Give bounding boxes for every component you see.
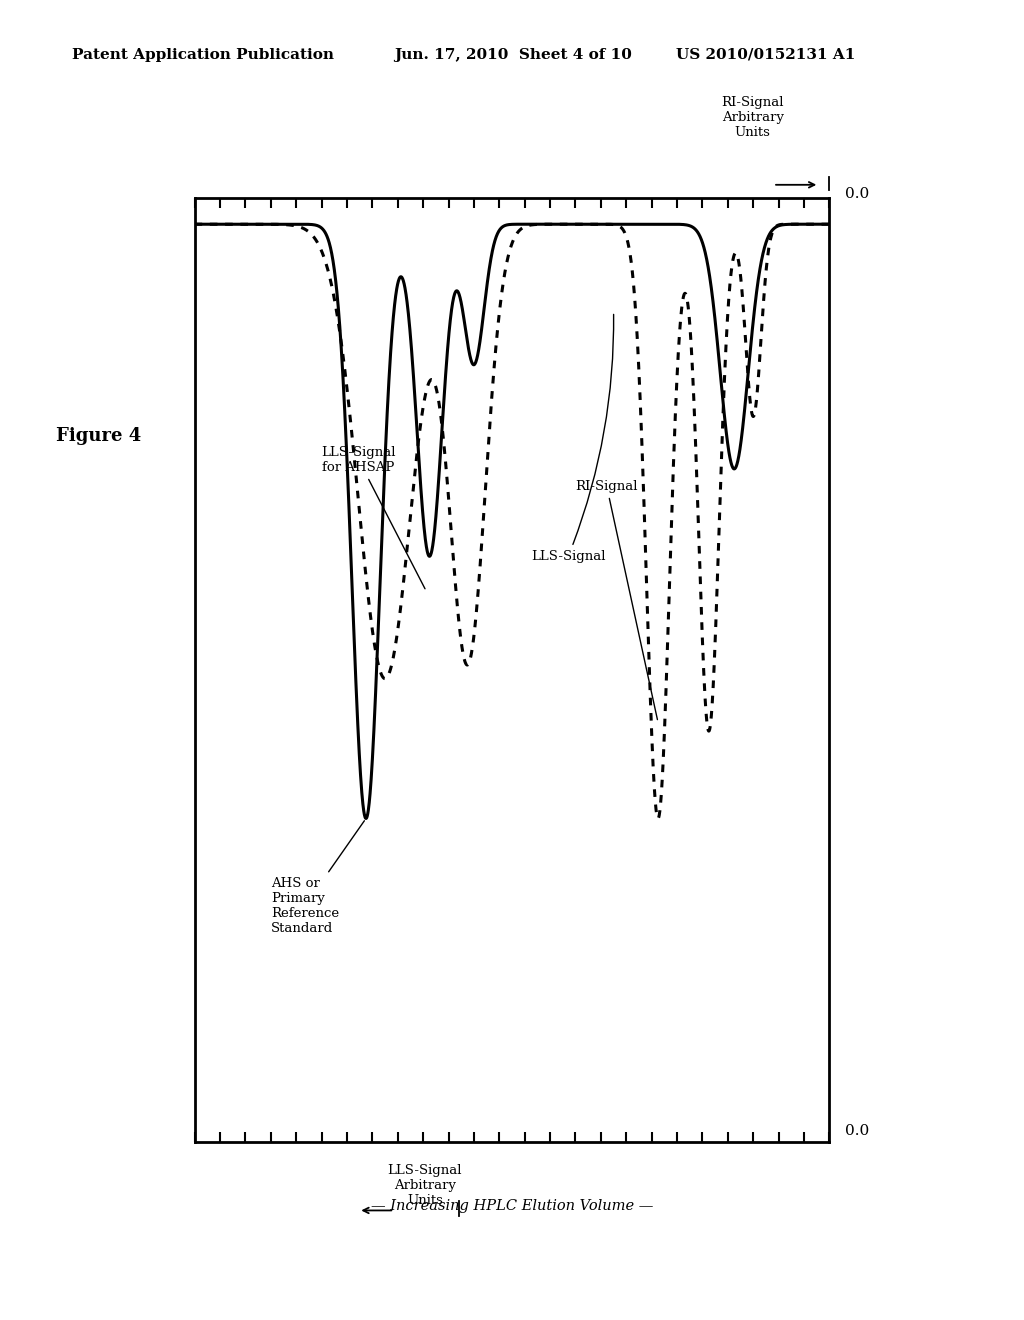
Text: 0.0: 0.0	[845, 187, 869, 201]
Text: Patent Application Publication: Patent Application Publication	[72, 48, 334, 62]
Text: Figure 4: Figure 4	[56, 426, 141, 445]
Text: LLS-Signal
Arbitrary
Units: LLS-Signal Arbitrary Units	[388, 1164, 462, 1208]
Text: — Increasing HPLC Elution Volume —: — Increasing HPLC Elution Volume —	[371, 1199, 653, 1213]
Text: LLS-Signal
for AHSAP: LLS-Signal for AHSAP	[322, 446, 425, 589]
Text: 0.0: 0.0	[845, 1125, 869, 1138]
Text: RI-Signal: RI-Signal	[575, 480, 657, 719]
Text: LLS-Signal: LLS-Signal	[531, 314, 613, 562]
Text: Jun. 17, 2010  Sheet 4 of 10: Jun. 17, 2010 Sheet 4 of 10	[394, 48, 632, 62]
Text: RI-Signal
Arbitrary
Units: RI-Signal Arbitrary Units	[721, 95, 784, 139]
Text: US 2010/0152131 A1: US 2010/0152131 A1	[676, 48, 855, 62]
Text: AHS or
Primary
Reference
Standard: AHS or Primary Reference Standard	[270, 821, 365, 935]
